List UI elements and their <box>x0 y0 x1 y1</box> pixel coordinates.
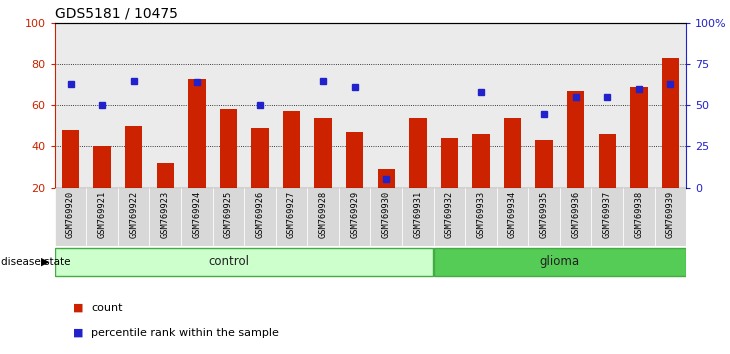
Bar <box>567 91 585 188</box>
Bar <box>623 23 655 188</box>
Bar <box>434 23 465 188</box>
Bar <box>86 23 118 188</box>
Bar <box>55 23 86 188</box>
Bar <box>220 109 237 188</box>
Text: GSM769939: GSM769939 <box>666 190 675 238</box>
Text: GSM769921: GSM769921 <box>98 190 107 238</box>
Bar <box>465 188 496 246</box>
Bar <box>276 188 307 246</box>
Bar <box>377 169 395 188</box>
Bar <box>623 188 655 246</box>
Bar <box>150 188 181 246</box>
Text: GSM769920: GSM769920 <box>66 190 75 238</box>
Bar <box>86 188 118 246</box>
Text: GDS5181 / 10475: GDS5181 / 10475 <box>55 6 177 21</box>
Bar <box>55 188 86 246</box>
Bar <box>370 23 402 188</box>
Bar <box>630 87 648 188</box>
Bar <box>181 188 212 246</box>
Bar <box>118 23 150 188</box>
Text: GSM769924: GSM769924 <box>192 190 201 238</box>
Bar <box>560 23 591 188</box>
Bar <box>283 112 300 188</box>
Bar <box>504 118 521 188</box>
Bar <box>118 188 150 246</box>
Text: ■: ■ <box>73 328 83 338</box>
Text: GSM769938: GSM769938 <box>634 190 643 238</box>
Bar <box>591 23 623 188</box>
Bar <box>599 134 616 188</box>
Bar <box>346 132 364 188</box>
Bar <box>150 23 181 188</box>
Text: GSM769934: GSM769934 <box>508 190 517 238</box>
Text: GSM769937: GSM769937 <box>603 190 612 238</box>
Bar <box>496 23 529 188</box>
Bar <box>339 188 370 246</box>
Bar <box>307 188 339 246</box>
Bar <box>244 23 276 188</box>
Bar <box>441 138 458 188</box>
Bar <box>655 23 686 188</box>
Bar <box>93 147 111 188</box>
Bar <box>339 23 370 188</box>
Bar <box>188 79 206 188</box>
Text: GSM769926: GSM769926 <box>255 190 264 238</box>
Bar <box>560 188 591 246</box>
Text: GSM769933: GSM769933 <box>477 190 485 238</box>
Bar <box>315 118 332 188</box>
Bar <box>212 23 244 188</box>
Text: GSM769925: GSM769925 <box>224 190 233 238</box>
Text: disease state: disease state <box>1 257 70 267</box>
Bar <box>661 58 679 188</box>
Text: percentile rank within the sample: percentile rank within the sample <box>91 328 279 338</box>
Bar <box>156 163 174 188</box>
FancyBboxPatch shape <box>55 248 433 276</box>
Text: GSM769922: GSM769922 <box>129 190 138 238</box>
Bar <box>472 134 490 188</box>
Text: ■: ■ <box>73 303 83 313</box>
Text: GSM769923: GSM769923 <box>161 190 170 238</box>
Text: GSM769927: GSM769927 <box>287 190 296 238</box>
Text: ▶: ▶ <box>41 257 50 267</box>
Text: count: count <box>91 303 123 313</box>
Bar <box>62 130 80 188</box>
Bar <box>529 23 560 188</box>
Bar <box>212 188 244 246</box>
Bar <box>244 188 276 246</box>
Bar <box>434 188 465 246</box>
Text: GSM769929: GSM769929 <box>350 190 359 238</box>
Text: GSM769935: GSM769935 <box>539 190 549 238</box>
Bar <box>409 118 426 188</box>
Text: GSM769930: GSM769930 <box>382 190 391 238</box>
Bar <box>496 188 529 246</box>
Bar <box>370 188 402 246</box>
Bar <box>655 188 686 246</box>
Bar <box>181 23 212 188</box>
Text: GSM769931: GSM769931 <box>413 190 423 238</box>
Text: GSM769932: GSM769932 <box>445 190 454 238</box>
Text: GSM769936: GSM769936 <box>571 190 580 238</box>
Text: GSM769928: GSM769928 <box>318 190 328 238</box>
Text: glioma: glioma <box>540 255 580 268</box>
Bar <box>307 23 339 188</box>
Bar <box>591 188 623 246</box>
Bar <box>465 23 496 188</box>
Bar <box>529 188 560 246</box>
FancyBboxPatch shape <box>434 248 685 276</box>
Bar <box>125 126 142 188</box>
Bar <box>251 128 269 188</box>
Bar <box>402 23 434 188</box>
Text: control: control <box>209 255 250 268</box>
Bar <box>402 188 434 246</box>
Bar <box>535 140 553 188</box>
Bar <box>276 23 307 188</box>
